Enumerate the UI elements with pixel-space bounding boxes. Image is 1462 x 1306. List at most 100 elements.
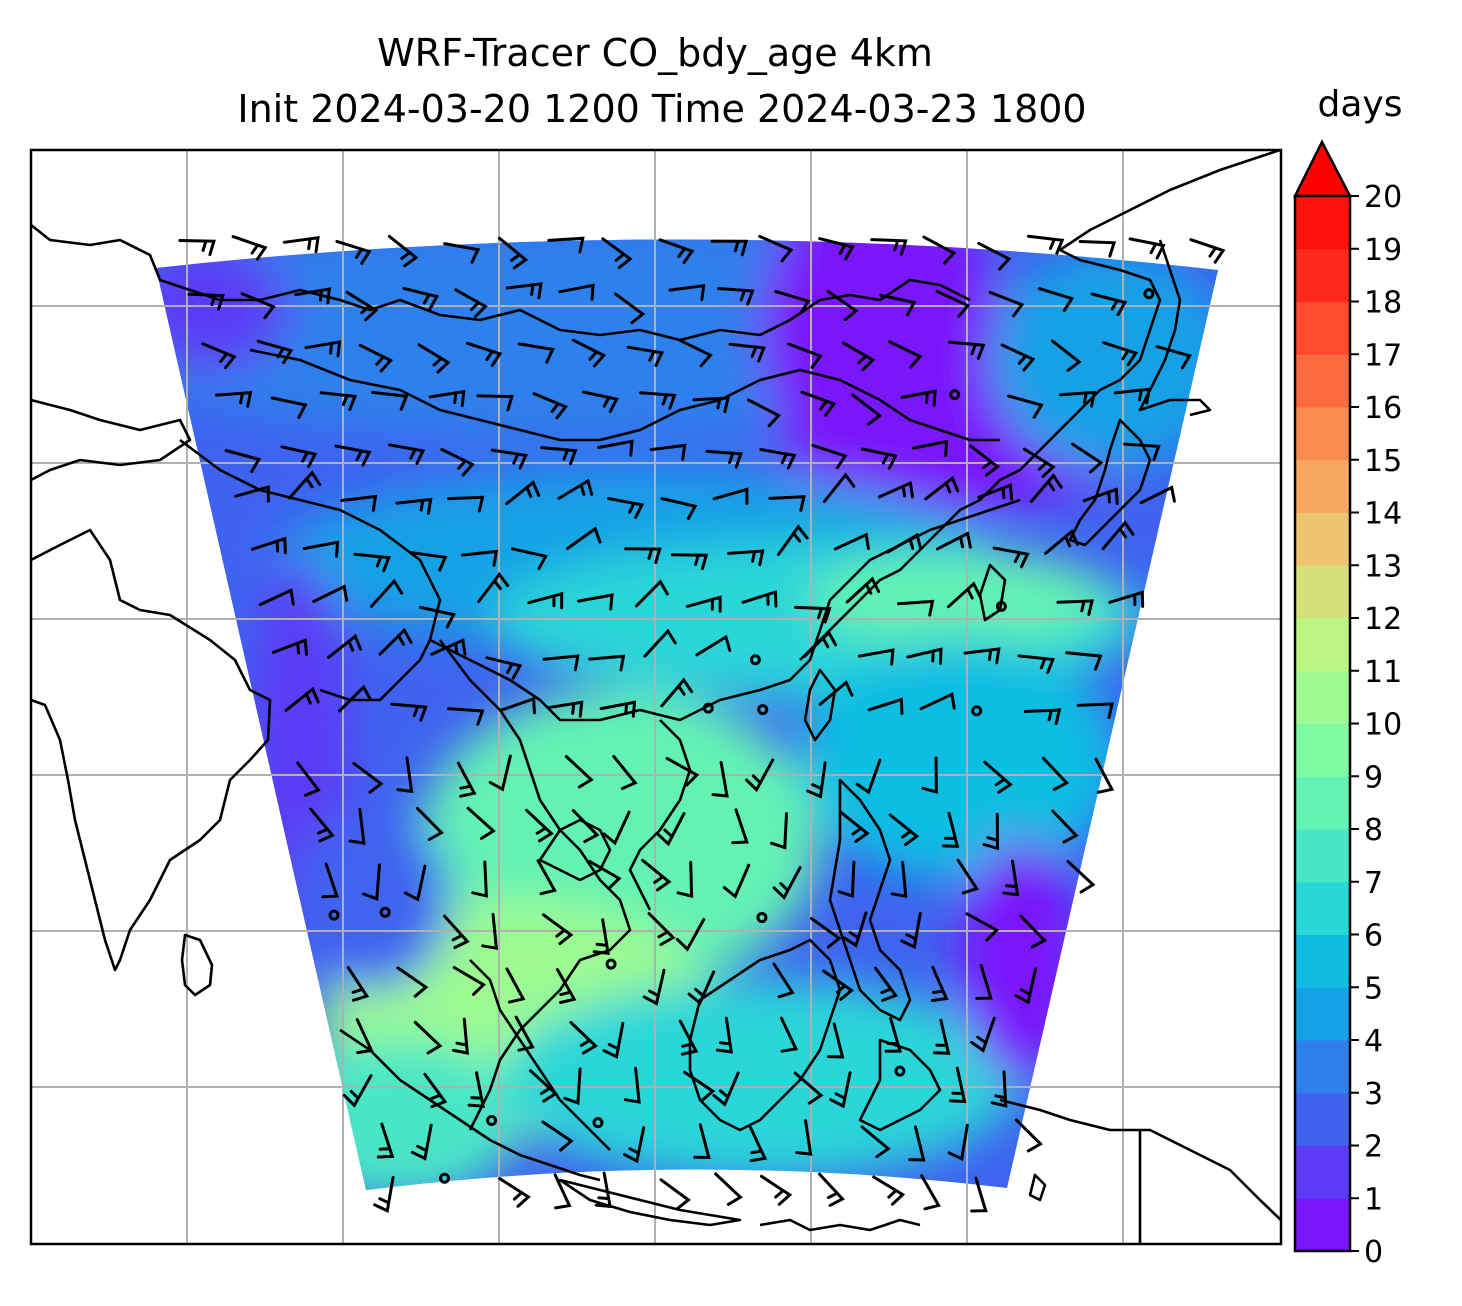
wind-barb xyxy=(822,969,854,1001)
wind-barb xyxy=(870,238,908,256)
calm-wind-marker xyxy=(605,958,617,970)
wind-barb xyxy=(571,338,607,368)
wind-barb xyxy=(879,293,917,317)
wind-barb xyxy=(714,1172,743,1206)
wind-barb xyxy=(711,760,729,798)
wind-barb xyxy=(988,290,1025,318)
wind-barb xyxy=(982,812,1000,851)
wind-barb xyxy=(564,755,594,789)
wind-barb xyxy=(500,696,536,715)
wind-barb xyxy=(806,761,827,799)
wind-barb xyxy=(1014,967,1037,1005)
wind-barb xyxy=(749,1126,768,1163)
field-east-green xyxy=(810,550,1110,650)
wind-barb xyxy=(599,700,637,718)
wind-barb xyxy=(256,339,294,364)
wind-barb xyxy=(933,1018,951,1055)
wind-barb xyxy=(1123,442,1161,462)
wind-barb xyxy=(665,756,700,787)
wind-barb xyxy=(378,627,413,656)
wind-barb xyxy=(827,1022,845,1059)
wind-barb xyxy=(867,697,904,715)
wind-barb xyxy=(430,638,467,656)
wind-barb xyxy=(678,1019,699,1056)
coast-korea xyxy=(1068,418,1152,547)
border-china-south xyxy=(429,498,1021,722)
wind-barb xyxy=(935,289,971,318)
wind-barb xyxy=(658,238,695,265)
calm-wind-marker xyxy=(1143,288,1155,300)
wind-barb xyxy=(874,966,899,1002)
wind-barb xyxy=(563,1067,582,1105)
wind-barb xyxy=(1189,238,1226,264)
wind-barb xyxy=(1071,442,1104,474)
coast-indochina xyxy=(438,639,632,1131)
wind-barb xyxy=(443,242,481,264)
coast-borneo xyxy=(688,938,842,1132)
wind-barb xyxy=(353,552,391,573)
wind-barb xyxy=(678,338,713,368)
wind-barb xyxy=(924,475,960,501)
wind-barb xyxy=(947,581,982,609)
wind-barb xyxy=(440,448,475,477)
wind-barb xyxy=(178,239,216,257)
wind-barb xyxy=(481,912,499,951)
coast-india xyxy=(31,528,272,972)
wind-barb xyxy=(514,1015,535,1052)
wind-barb xyxy=(1023,708,1062,726)
wind-barb xyxy=(1090,292,1128,317)
wind-barb xyxy=(626,345,664,367)
wind-barb xyxy=(900,912,922,950)
wind-barb xyxy=(588,859,622,890)
wind-barb xyxy=(510,547,548,571)
wind-barb xyxy=(890,860,908,899)
colorbar-bin xyxy=(1295,407,1350,461)
colorbar-tick-label: 18 xyxy=(1364,286,1402,321)
wind-barb xyxy=(647,912,676,946)
wind-barb xyxy=(712,487,749,505)
calm-wind-marker xyxy=(486,1115,498,1127)
field-southeast-deep xyxy=(960,840,1080,1080)
wind-barb xyxy=(833,532,870,551)
colorbar-tick-label: 7 xyxy=(1364,866,1383,901)
field-west-low xyxy=(290,810,450,990)
wind-barb xyxy=(922,235,957,265)
wind-barb xyxy=(1000,343,1036,372)
wind-barb xyxy=(250,536,287,555)
wind-barb xyxy=(271,638,308,656)
wind-barb xyxy=(660,677,694,708)
wind-barb xyxy=(634,579,669,608)
wind-barb xyxy=(337,684,372,713)
wind-barb xyxy=(1094,757,1115,794)
wind-barb xyxy=(822,472,856,503)
wind-barb xyxy=(454,288,488,318)
coastlines xyxy=(31,150,1281,1244)
calm-wind-marker xyxy=(592,1117,604,1129)
colorbar-bin xyxy=(1295,565,1350,619)
wind-barb xyxy=(860,447,898,470)
wind-barb xyxy=(623,1126,646,1164)
wind-barb xyxy=(970,1176,988,1213)
colorbar-bin xyxy=(1295,670,1350,724)
wind-barb xyxy=(571,809,600,844)
wind-barb xyxy=(1029,473,1063,503)
wind-barb xyxy=(965,912,1000,942)
wind-barb xyxy=(731,808,749,845)
wind-barb xyxy=(527,591,564,610)
wind-barb xyxy=(884,1016,902,1053)
wind-barb xyxy=(970,1016,996,1053)
wind-barb xyxy=(842,911,868,948)
calm-wind-marker xyxy=(749,654,761,666)
wind-barb xyxy=(990,1070,1008,1108)
wind-barb xyxy=(931,965,949,1002)
field-northeast-cyan xyxy=(990,250,1218,470)
wind-barb xyxy=(1139,485,1176,505)
wind-barb xyxy=(728,342,766,363)
colorbar-tick-label: 6 xyxy=(1364,919,1383,954)
wind-barb xyxy=(282,236,320,254)
wind-barb xyxy=(471,860,488,898)
wind-barb xyxy=(877,480,914,499)
map-title-line1: WRF-Tracer CO_bdy_age 4km xyxy=(377,31,933,75)
colorbar-tick-label: 4 xyxy=(1364,1024,1383,1059)
